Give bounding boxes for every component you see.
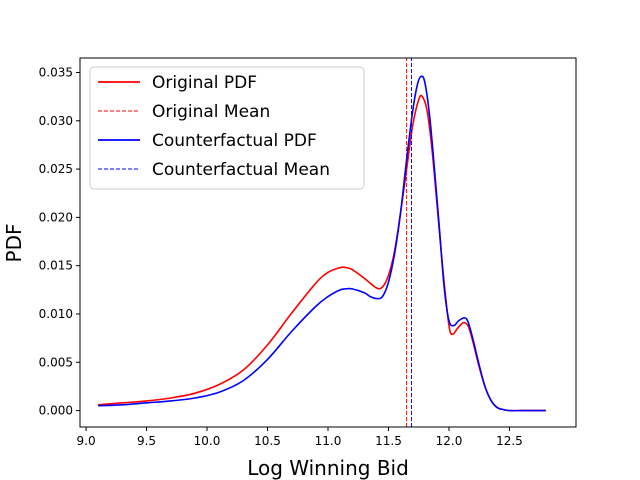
legend: Original PDF Original Mean Counterfactual … — [89, 66, 365, 190]
x-tick-label: 10.0 — [194, 434, 221, 448]
x-tick-label: 12.0 — [436, 434, 463, 448]
x-tick-label: 9.5 — [137, 434, 156, 448]
legend-label-counterfactual-mean: Counterfactual Mean — [152, 160, 330, 180]
x-tick-label: 11.5 — [375, 434, 402, 448]
x-tick-label: 12.5 — [496, 434, 523, 448]
y-tick-label: 0.005 — [39, 355, 73, 369]
legend-box — [89, 66, 365, 190]
axes-layer: 9.0 9.5 10.0 10.5 11.0 11.5 12.0 12.5 0.000 0.005… — [39, 57, 577, 448]
legend-label-counterfactual-pdf: Counterfactual PDF — [152, 131, 317, 151]
legend-label-original-pdf: Original PDF — [152, 73, 257, 93]
y-tick-label: 0.020 — [39, 210, 73, 224]
x-tick-label: 10.5 — [254, 434, 281, 448]
series-layer — [98, 58, 546, 427]
y-tick-label: 0.010 — [39, 307, 73, 321]
y-tick-label: 0.000 — [39, 404, 73, 418]
series-counterfactual-pdf — [98, 75, 546, 412]
y-tick-label: 0.025 — [39, 162, 73, 176]
x-axis-title: Log Winning Bid — [247, 456, 409, 480]
y-tick-label: 0.015 — [39, 259, 73, 273]
y-tick-label: 0.035 — [39, 65, 73, 79]
x-tick-label: 11.0 — [315, 434, 342, 448]
x-tick-label: 9.0 — [77, 434, 96, 448]
legend-label-original-mean: Original Mean — [152, 102, 270, 122]
y-axis-title: PDF — [2, 224, 26, 263]
y-tick-label: 0.030 — [39, 114, 73, 128]
